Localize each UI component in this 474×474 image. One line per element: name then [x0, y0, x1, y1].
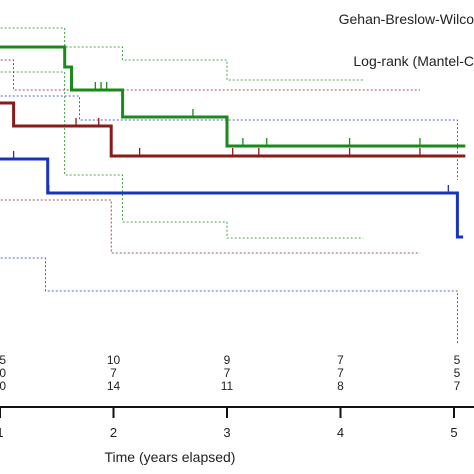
- green-ci-lower: [0, 71, 364, 239]
- risk-table-cell: 10: [107, 353, 121, 367]
- x-tick-label: 1: [0, 425, 4, 440]
- stat-annotation-logrank: Log-rank (Mantel-C: [353, 53, 474, 69]
- x-tick-label: 3: [223, 425, 230, 440]
- risk-table-cell: 7: [337, 353, 344, 367]
- risk-table-cell: 7: [110, 366, 117, 380]
- red-ci-lower: [0, 199, 420, 254]
- risk-table-cell: 14: [107, 379, 121, 393]
- risk-table-cell: 0: [0, 379, 6, 393]
- risk-table-cell: 9: [224, 353, 231, 367]
- x-axis-ticks: 1 2 3 4 5: [0, 407, 458, 440]
- blue-ci-upper: [0, 95, 458, 180]
- red-ci-upper: [0, 59, 420, 91]
- red-survival-line: [0, 101, 466, 158]
- x-tick-label: 2: [110, 425, 117, 440]
- x-tick-label: 5: [450, 425, 457, 440]
- x-tick-label: 4: [337, 425, 344, 440]
- x-axis-title: Time (years elapsed): [105, 449, 236, 465]
- stat-annotation-gehan: Gehan-Breslow-Wilco: [339, 11, 474, 27]
- risk-table-cell: 7: [337, 366, 344, 380]
- risk-table-cell: 7: [224, 366, 231, 380]
- risk-table-cell: 0: [0, 366, 6, 380]
- risk-table-cell: 5: [0, 353, 6, 367]
- censor-marks: [12, 82, 449, 193]
- risk-table-cell: 5: [454, 353, 461, 367]
- survival-curves: [0, 45, 466, 239]
- risk-table: 5 10 9 7 50 7 7 7 50 14 11 8 7: [0, 353, 461, 393]
- risk-table-cell: 7: [454, 379, 461, 393]
- risk-table-cell: 8: [337, 379, 344, 393]
- risk-table-cell: 11: [221, 379, 234, 393]
- blue-ci-lower: [0, 257, 458, 345]
- green-survival-line: [0, 45, 466, 148]
- risk-table-cell: 5: [454, 366, 461, 380]
- confidence-bands: [0, 27, 458, 345]
- blue-survival-line: [0, 157, 464, 239]
